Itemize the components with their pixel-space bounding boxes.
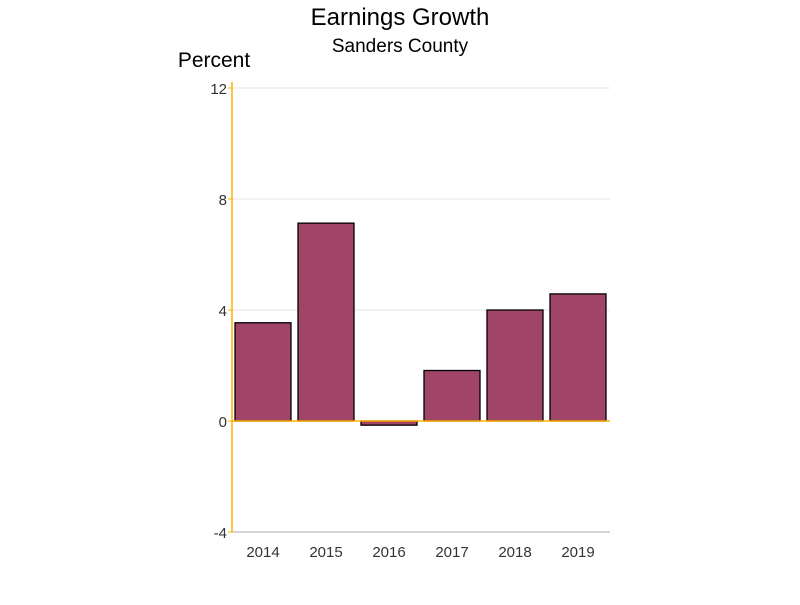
gridlines: [232, 87, 610, 533]
bars: [234, 222, 607, 426]
x-tick-label: 2015: [309, 544, 342, 561]
bar-2014: [234, 322, 292, 422]
tick-labels: -4 0 4 8 12 2014 2015 2016 2017 2018 2019: [210, 81, 594, 561]
chart-subtitle: Sanders County: [332, 36, 469, 57]
y-tick-label: 4: [219, 303, 227, 320]
y-tick-label: 8: [219, 192, 227, 209]
y-tick-label: -4: [214, 525, 227, 542]
x-tick-label: 2014: [246, 544, 279, 561]
axes: [228, 82, 610, 533]
x-tick-label: 2017: [435, 544, 468, 561]
x-tick-label: 2019: [561, 544, 594, 561]
bar-2018: [486, 309, 544, 422]
x-tick-label: 2018: [498, 544, 531, 561]
bar-2019: [549, 293, 607, 422]
bar-2015: [297, 222, 355, 422]
y-axis-label: Percent: [178, 49, 251, 72]
bar-2017: [423, 369, 481, 422]
x-tick-label: 2016: [372, 544, 405, 561]
chart-title: Earnings Growth: [311, 4, 490, 31]
y-tick-label: 0: [219, 414, 227, 431]
y-tick-label: 12: [210, 81, 227, 98]
